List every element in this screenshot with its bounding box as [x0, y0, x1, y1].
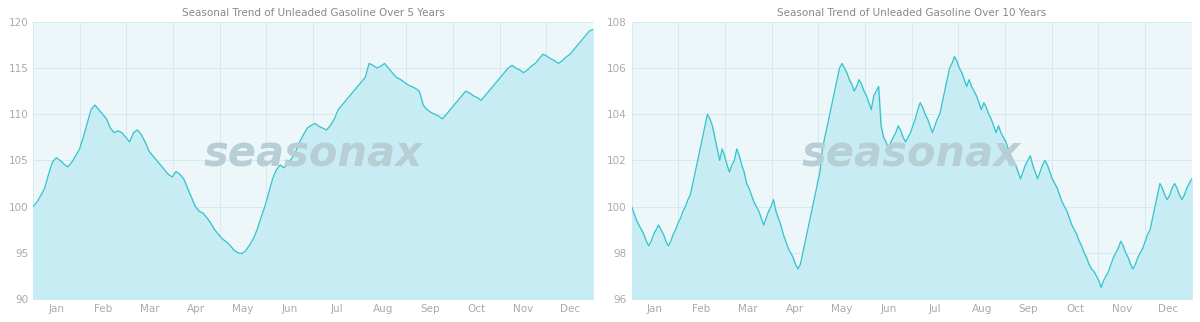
- Text: seasonax: seasonax: [802, 134, 1021, 176]
- Text: seasonax: seasonax: [204, 134, 422, 176]
- Title: Seasonal Trend of Unleaded Gasoline Over 10 Years: Seasonal Trend of Unleaded Gasoline Over…: [778, 8, 1046, 18]
- Title: Seasonal Trend of Unleaded Gasoline Over 5 Years: Seasonal Trend of Unleaded Gasoline Over…: [181, 8, 444, 18]
